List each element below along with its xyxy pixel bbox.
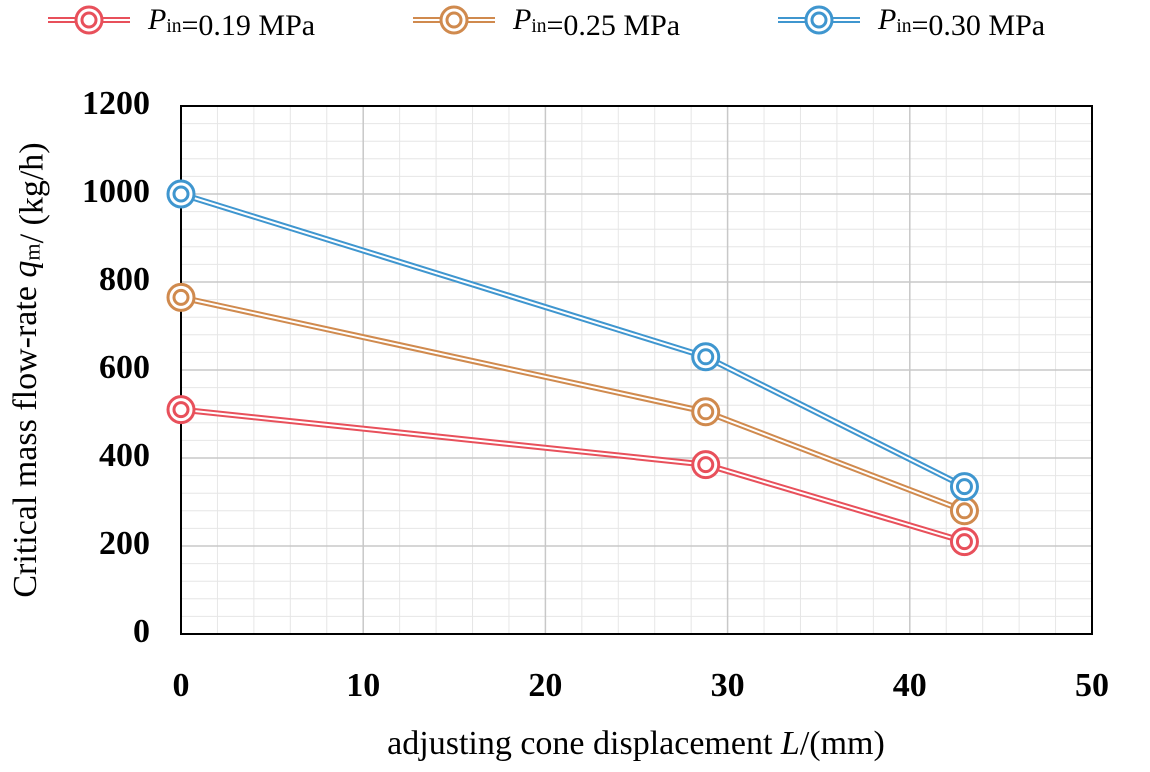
marker [166, 395, 196, 425]
marker-inner [172, 185, 190, 203]
legend-label: Pin=0.19 MPa [147, 3, 315, 42]
series-line-core [180, 296, 965, 512]
x-tick-label: 30 [711, 667, 745, 704]
y-tick-label: 800 [99, 261, 150, 298]
marker [949, 472, 979, 502]
marker-inner [955, 533, 973, 551]
y-tick-label: 0 [133, 613, 150, 650]
marker-outer [166, 282, 196, 312]
marker-outer [74, 5, 104, 35]
marker-inner [697, 456, 715, 474]
series-line-core [180, 193, 965, 488]
marker [804, 5, 834, 35]
marker-inner [80, 11, 98, 29]
x-tick-label: 10 [346, 667, 380, 704]
marker [74, 5, 104, 35]
marker-inner [697, 348, 715, 366]
y-tick-label: 200 [99, 525, 150, 562]
plot-frame [180, 105, 1093, 635]
marker [691, 397, 721, 427]
marker [439, 5, 469, 35]
x-tick-label: 50 [1075, 667, 1109, 704]
marker-outer [949, 496, 979, 526]
legend-label: Pin=0.25 MPa [512, 3, 680, 42]
marker-outer [691, 450, 721, 480]
y-tick-label: 400 [99, 437, 150, 474]
y-axis-label: Critical mass flow-rate qm/ (kg/h) [7, 142, 51, 597]
x-tick-label: 0 [173, 667, 190, 704]
x-tick-label: 40 [893, 667, 927, 704]
marker-outer [166, 395, 196, 425]
marker-outer [691, 342, 721, 372]
marker [166, 179, 196, 209]
marker-inner [445, 11, 463, 29]
marker-inner [955, 502, 973, 520]
marker-inner [697, 403, 715, 421]
legend-label: Pin=0.30 MPa [877, 3, 1045, 42]
x-tick-label: 20 [528, 667, 562, 704]
marker-outer [949, 472, 979, 502]
x-axis-label: adjusting cone displacement L/(mm) [387, 725, 885, 762]
marker [949, 527, 979, 557]
marker [691, 342, 721, 372]
marker-inner [955, 478, 973, 496]
marker-outer [949, 527, 979, 557]
marker-inner [172, 288, 190, 306]
marker-outer [166, 179, 196, 209]
series-line [180, 191, 966, 490]
marker-outer [804, 5, 834, 35]
marker-inner [172, 401, 190, 419]
y-tick-label: 1000 [82, 173, 150, 210]
marker-outer [691, 397, 721, 427]
marker [949, 496, 979, 526]
series-line [180, 294, 966, 514]
marker [691, 450, 721, 480]
y-tick-label: 1200 [82, 85, 150, 122]
marker-inner [810, 11, 828, 29]
marker-outer [439, 5, 469, 35]
y-tick-label: 600 [99, 349, 150, 386]
marker [166, 282, 196, 312]
